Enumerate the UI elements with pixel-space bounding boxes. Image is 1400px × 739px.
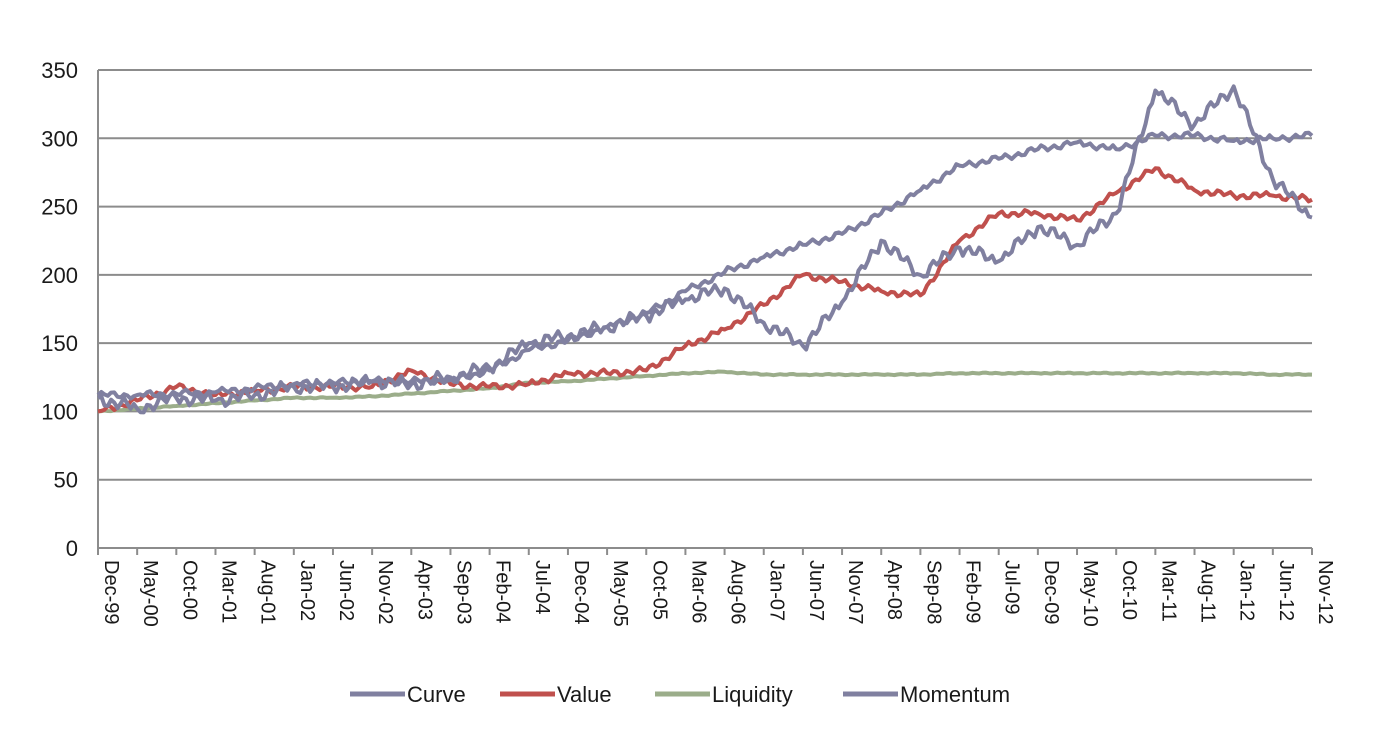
y-tick-label: 250 xyxy=(41,195,78,220)
x-tick-label: Dec-04 xyxy=(570,560,592,624)
x-tick-label: Nov-07 xyxy=(844,560,866,624)
x-tick-label: Sep-03 xyxy=(452,560,474,625)
x-tick-label: Aug-01 xyxy=(257,560,279,625)
y-tick-label: 350 xyxy=(41,58,78,83)
legend-label: Value xyxy=(557,682,612,707)
gridlines xyxy=(98,69,1312,481)
x-tick-label: Sep-08 xyxy=(922,560,944,625)
legend-label: Liquidity xyxy=(712,682,793,707)
x-tick-label: May-05 xyxy=(609,560,631,627)
x-tick-label: Jun-12 xyxy=(1275,560,1297,621)
x-tick-label: Mar-01 xyxy=(217,560,239,623)
y-tick-label: 0 xyxy=(66,536,78,561)
x-tick-label: Jul-04 xyxy=(531,560,553,614)
series-line-curve xyxy=(96,130,1314,401)
x-tick-label: May-00 xyxy=(139,560,161,627)
y-tick-label: 50 xyxy=(54,468,78,493)
x-tick-label: Nov-02 xyxy=(374,560,396,624)
legend-label: Momentum xyxy=(900,682,1010,707)
legend-item-curve: Curve xyxy=(350,682,466,707)
x-tick-label: Apr-08 xyxy=(883,560,905,620)
x-axis: Dec-99 May-00 Oct-00 Mar-01 Aug-01 Jan-02 Jun-… xyxy=(97,70,1336,627)
legend-label: Curve xyxy=(407,682,466,707)
x-tick-label: Jan-12 xyxy=(1236,560,1258,621)
x-tick-label: Jun-07 xyxy=(805,560,827,621)
legend: Curve Value Liquidity Momentum xyxy=(350,682,1010,707)
y-tick-label: 300 xyxy=(41,126,78,151)
legend-item-value: Value xyxy=(500,682,612,707)
x-tick-label: Mar-11 xyxy=(1157,560,1179,622)
y-tick-label: 200 xyxy=(41,263,78,288)
legend-item-liquidity: Liquidity xyxy=(655,682,793,707)
x-tick-label: Feb-04 xyxy=(492,560,514,623)
series-line-liquidity xyxy=(97,369,1313,414)
x-tick-label: Dec-09 xyxy=(1040,560,1062,624)
x-tick-label: Jun-02 xyxy=(335,560,357,621)
x-tick-label: Nov-12 xyxy=(1314,560,1336,624)
x-tick-label: Aug-11 xyxy=(1197,560,1219,623)
x-tick-label: Oct-10 xyxy=(1118,560,1140,620)
x-tick-label: Jul-09 xyxy=(1001,560,1023,614)
x-tick-label: Dec-99 xyxy=(100,560,122,624)
x-tick-label: Feb-09 xyxy=(962,560,984,623)
x-tick-label: Aug-06 xyxy=(727,560,749,625)
x-tick-label: May-10 xyxy=(1079,560,1101,627)
x-tick-label: Apr-03 xyxy=(413,560,435,620)
legend-item-momentum: Momentum xyxy=(843,682,1010,707)
x-tick-label: Jan-07 xyxy=(766,560,788,621)
y-tick-label: 100 xyxy=(41,399,78,424)
series-lines xyxy=(96,84,1314,415)
y-axis-ticks: 0 50 100 150 200 250 300 350 xyxy=(41,58,78,561)
x-tick-label: Jan-02 xyxy=(296,560,318,621)
y-tick-label: 150 xyxy=(41,331,78,356)
series-line-momentum xyxy=(97,84,1313,415)
x-tick-label: Oct-00 xyxy=(178,560,200,620)
x-tick-label: Mar-06 xyxy=(687,560,709,623)
x-tick-label: Oct-05 xyxy=(648,560,670,620)
